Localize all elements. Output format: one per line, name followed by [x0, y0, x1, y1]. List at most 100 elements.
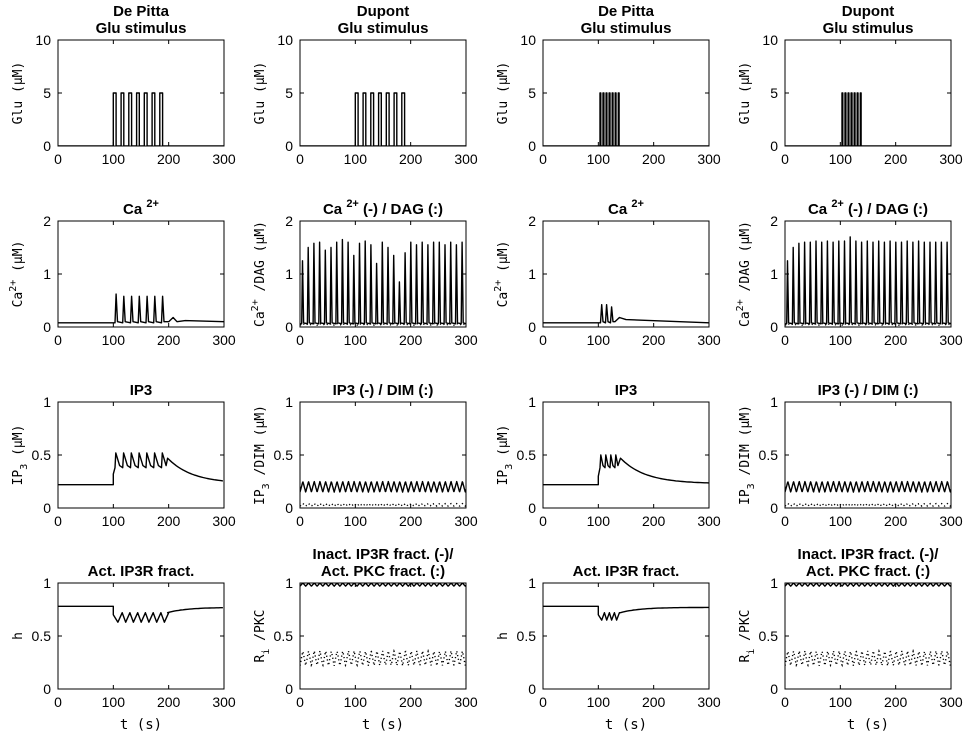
y-axis-label: Ca2+ /DAG (μM): [250, 221, 268, 327]
x-tick-label: 300: [697, 513, 721, 529]
y-tick-label: 1: [770, 575, 778, 591]
series-pkc: [300, 648, 466, 668]
x-tick-label: 200: [399, 694, 423, 710]
panel-ip3-depitta-1: 0 100 200 300 0 0.5 1 IP3 IP3 (μM): [11, 382, 236, 529]
panel-h-depitta-2: 0 100 200 300 0 0.5 1 Act. IP3R fract. h t (s): [496, 563, 721, 732]
panel-title: Act. PKC fract. (:): [806, 563, 930, 580]
x-tick-label: 0: [539, 513, 547, 529]
axes-frame: [784, 582, 952, 690]
y-axis-label: Glu (μM): [496, 62, 511, 125]
y-tick-label: 0.5: [759, 447, 779, 463]
x-tick-label: 0: [54, 694, 62, 710]
y-axis-label: Glu (μM): [11, 62, 26, 125]
x-tick-label: 200: [157, 513, 181, 529]
x-tick-label: 300: [939, 151, 963, 167]
x-tick-label: 0: [781, 151, 789, 167]
x-tick-label: 0: [296, 513, 304, 529]
y-tick-label: 0.5: [517, 447, 537, 463]
panel-title: Glu stimulus: [823, 20, 914, 37]
x-tick-label: 0: [539, 151, 547, 167]
x-tick-label: 200: [642, 694, 666, 710]
series-ip3: [300, 480, 466, 493]
axes-frame: [542, 220, 710, 328]
series-glu: [543, 92, 709, 146]
axes-frame: [57, 582, 225, 690]
y-axis-label: Ca2+ (μM): [493, 241, 511, 308]
panel-ca-depitta-1: 0 100 200 300 0 1 2 Ca 2+ Ca2+ (μM): [8, 198, 236, 348]
series-glu: [785, 92, 951, 146]
series-ip3: [785, 480, 951, 493]
x-tick-label: 300: [697, 332, 721, 348]
x-tick-label: 300: [212, 151, 236, 167]
y-tick-label: 1: [43, 575, 51, 591]
series-glu: [58, 92, 224, 146]
y-axis-label: Ri /PKC: [738, 610, 757, 663]
y-tick-label: 1: [770, 266, 778, 282]
y-tick-label: 0: [43, 500, 51, 516]
x-tick-label: 300: [697, 151, 721, 167]
y-tick-label: 1: [528, 266, 536, 282]
x-tick-label: 100: [344, 513, 368, 529]
x-tick-label: 0: [54, 332, 62, 348]
x-axis-label: t (s): [847, 717, 889, 732]
x-tick-label: 100: [102, 151, 126, 167]
panel-ip3-depitta-2: 0 100 200 300 0 0.5 1 IP3 IP3 (μM): [496, 382, 721, 529]
x-tick-label: 0: [539, 694, 547, 710]
panel-title: Ca 2+: [123, 198, 159, 218]
panel-title: Inact. IP3R fract. (-)/: [798, 546, 940, 563]
x-tick-label: 0: [54, 513, 62, 529]
y-axis-label: Glu (μM): [738, 62, 753, 125]
panel-r-dupont-1: 0 100 200 300 0 0.5 1 Inact. IP3R fract. (-)/Ac…: [253, 546, 478, 732]
x-tick-label: 300: [939, 694, 963, 710]
series-ip3: [543, 454, 709, 486]
y-tick-label: 2: [528, 213, 536, 229]
x-tick-label: 0: [296, 332, 304, 348]
axes-frame: [57, 220, 225, 328]
axes-frame: [542, 39, 710, 147]
x-tick-label: 100: [587, 513, 611, 529]
panel-ip3-dupont-1: 0 100 200 300 0 0.5 1 IP3 (-) / DIM (:) IP3 /DIM…: [253, 382, 478, 529]
x-tick-label: 300: [939, 332, 963, 348]
y-tick-label: 5: [285, 85, 293, 101]
x-tick-label: 200: [884, 332, 908, 348]
panel-title: Ca 2+ (-) / DAG (:): [808, 198, 928, 218]
series-h: [543, 605, 709, 621]
y-axis-label: h: [496, 632, 511, 640]
series-ip3: [58, 452, 223, 486]
x-tick-label: 0: [296, 694, 304, 710]
x-axis-label: t (s): [120, 717, 162, 732]
series-dim: [785, 502, 951, 508]
x-tick-label: 100: [102, 694, 126, 710]
y-tick-label: 5: [43, 85, 51, 101]
y-tick-label: 0: [43, 138, 51, 154]
x-tick-label: 100: [344, 332, 368, 348]
x-tick-label: 300: [212, 513, 236, 529]
series-ca: [785, 236, 951, 325]
x-tick-label: 0: [781, 694, 789, 710]
y-axis-label: h: [11, 632, 26, 640]
y-axis-label: Ca2+ (μM): [8, 241, 26, 308]
panel-title: Act. IP3R fract.: [573, 563, 680, 580]
y-tick-label: 1: [285, 575, 293, 591]
x-tick-label: 300: [454, 332, 478, 348]
series-h: [58, 605, 223, 623]
x-tick-label: 100: [344, 151, 368, 167]
x-tick-label: 200: [399, 332, 423, 348]
panel-title: Dupont: [842, 3, 894, 20]
panel-title: Ca 2+: [608, 198, 644, 218]
panel-title: Dupont: [357, 3, 409, 20]
x-tick-label: 300: [697, 694, 721, 710]
panel-title: IP3: [130, 382, 153, 399]
y-tick-label: 1: [285, 394, 293, 410]
y-tick-label: 0.5: [32, 628, 52, 644]
axes-frame: [542, 401, 710, 509]
x-tick-label: 0: [539, 332, 547, 348]
x-tick-label: 200: [157, 332, 181, 348]
y-tick-label: 0: [770, 319, 778, 335]
y-axis-label: Ri /PKC: [253, 610, 272, 663]
x-tick-label: 100: [344, 694, 368, 710]
series-glu: [300, 92, 466, 146]
